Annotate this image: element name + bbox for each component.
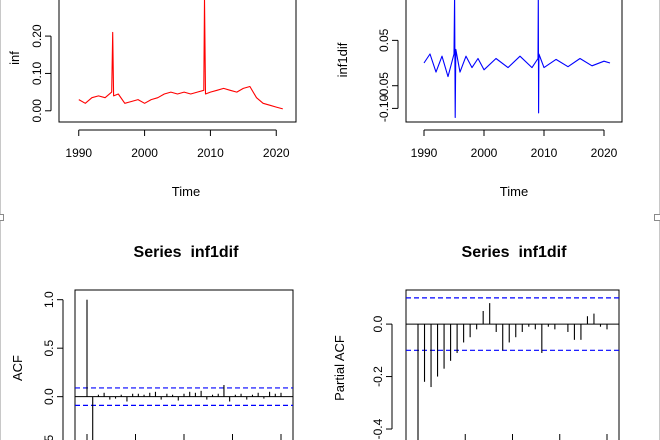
acf-bars-group xyxy=(75,299,293,440)
x-axis xyxy=(86,434,282,440)
x-tick-label: 2000 xyxy=(131,146,158,160)
y-axis: -0.5 0.0 0.5 1.0 xyxy=(42,291,64,440)
pacf-bars-group xyxy=(406,297,619,440)
resize-handle-right[interactable] xyxy=(654,214,660,221)
panel-inf1dif-timeseries: 1990 2000 2010 2020 -0.10-0.05 0.05 Time inf… xyxy=(335,0,623,199)
chart-title: Series inf1dif xyxy=(134,244,240,261)
y-axis: -0.4 -0.2 0.0 xyxy=(371,315,393,439)
series-line-group xyxy=(78,0,283,110)
y-tick-label: 0.05 xyxy=(377,28,391,52)
series-line xyxy=(423,0,611,119)
panel-pacf: Series inf1dif -0.4 -0.2 0.0 Partial ACF xyxy=(332,244,620,440)
panel-acf: Series inf1dif -0.5 0.0 0.5 1.0 ACF xyxy=(10,244,294,440)
y-tick-label: 1.0 xyxy=(42,291,56,308)
y-tick-label: 0.0 xyxy=(371,315,385,332)
x-tick-label: 1990 xyxy=(65,146,92,160)
y-tick-label: -0.2 xyxy=(371,366,385,387)
y-tick-label: 0.0 xyxy=(42,388,56,405)
x-tick-label: 1990 xyxy=(411,146,438,160)
x-axis: 1990 2000 2010 2020 xyxy=(65,129,290,160)
y-axis: -0.10-0.05 0.05 xyxy=(377,28,399,122)
y-tick-label: -0.4 xyxy=(371,418,385,439)
series-line-group xyxy=(423,0,611,119)
resize-handle-left[interactable] xyxy=(0,214,4,221)
y-axis: 0.00 0.10 0.20 xyxy=(30,24,52,123)
y-axis-label: Partial ACF xyxy=(332,335,347,401)
y-tick-label: 0.00 xyxy=(30,99,44,123)
plot-box xyxy=(58,0,297,123)
series-line xyxy=(78,0,283,110)
y-axis-label: ACF xyxy=(10,355,25,381)
y-axis-label: inf xyxy=(7,51,22,65)
plot-box xyxy=(405,289,620,440)
y-tick-label: 0.10 xyxy=(30,61,44,85)
y-tick-label: -0.5 xyxy=(42,434,56,440)
x-axis-label: Time xyxy=(500,184,528,199)
y-axis-label: inf1dif xyxy=(335,42,350,77)
y-tick-label: 0.20 xyxy=(30,24,44,48)
x-tick-label: 2020 xyxy=(591,146,618,160)
x-axis xyxy=(417,434,608,440)
y-tick-label: -0.05 xyxy=(377,72,391,100)
plot-box xyxy=(74,289,294,440)
x-tick-label: 2020 xyxy=(263,146,290,160)
x-tick-label: 2010 xyxy=(531,146,558,160)
x-tick-label: 2000 xyxy=(471,146,498,160)
chart-title: Series inf1dif xyxy=(462,244,568,261)
y-tick-label: -0.10 xyxy=(377,94,391,122)
plot-box xyxy=(405,0,623,123)
panel-inf-timeseries: 1990 2000 2010 2020 0.00 0.10 0.20 Time inf xyxy=(7,0,297,199)
x-tick-label: 2010 xyxy=(197,146,224,160)
x-axis: 1990 2000 2010 2020 xyxy=(411,129,618,160)
y-tick-label: 0.5 xyxy=(42,340,56,357)
x-axis-label: Time xyxy=(172,184,200,199)
